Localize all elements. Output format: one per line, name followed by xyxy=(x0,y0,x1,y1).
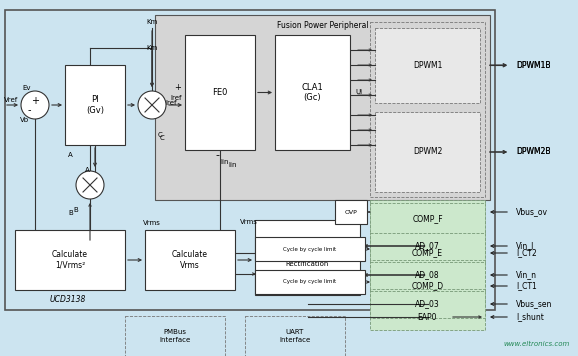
Text: C: C xyxy=(160,135,164,141)
Text: PMBus
Interface: PMBus Interface xyxy=(160,330,191,342)
Bar xyxy=(370,262,485,289)
Bar xyxy=(15,230,125,290)
Text: Calculate
1/Vrms²: Calculate 1/Vrms² xyxy=(52,250,88,270)
Text: Vbus_ov: Vbus_ov xyxy=(516,208,548,216)
Text: Ev: Ev xyxy=(22,85,31,91)
Text: AD_07: AD_07 xyxy=(415,241,440,251)
Text: PI
(Gv): PI (Gv) xyxy=(86,95,104,115)
Text: COMP_F: COMP_F xyxy=(412,215,443,224)
Text: UART
Interface: UART Interface xyxy=(279,330,310,342)
Text: +: + xyxy=(31,96,39,106)
Text: B: B xyxy=(68,210,73,216)
Bar xyxy=(370,271,485,301)
Text: +: + xyxy=(175,83,181,92)
Text: Conditioning
&
Rectification: Conditioning & Rectification xyxy=(286,247,329,267)
Text: Ui: Ui xyxy=(355,89,362,95)
Bar xyxy=(5,10,495,310)
Text: DPWM1B: DPWM1B xyxy=(516,61,550,69)
Text: Iin: Iin xyxy=(220,159,228,165)
Bar xyxy=(370,200,485,305)
Text: -: - xyxy=(215,150,219,160)
Bar xyxy=(155,15,490,200)
Bar xyxy=(255,270,365,294)
Text: FE0: FE0 xyxy=(212,88,228,97)
Text: Iref: Iref xyxy=(170,95,181,101)
Text: Km: Km xyxy=(146,45,158,51)
Bar xyxy=(370,291,485,318)
Text: B: B xyxy=(73,207,79,213)
Text: DPWM1: DPWM1 xyxy=(413,61,442,70)
Text: Km: Km xyxy=(146,19,158,25)
Bar xyxy=(145,230,235,290)
Text: COMP_E: COMP_E xyxy=(412,248,443,257)
Bar xyxy=(185,35,255,150)
Text: I_CT2: I_CT2 xyxy=(516,248,537,257)
Text: A: A xyxy=(84,167,90,173)
Bar xyxy=(335,200,367,224)
Text: Vb: Vb xyxy=(20,117,29,123)
Text: -: - xyxy=(27,105,31,115)
Bar xyxy=(370,22,485,197)
Text: DPWM2B: DPWM2B xyxy=(516,147,550,157)
Bar xyxy=(375,28,480,103)
Text: EAP0: EAP0 xyxy=(418,313,437,322)
Bar xyxy=(275,35,350,150)
Text: Iref: Iref xyxy=(165,100,176,106)
Text: Fusion Power Peripheral: Fusion Power Peripheral xyxy=(277,21,368,30)
Text: Vin_l: Vin_l xyxy=(516,241,535,251)
Bar xyxy=(370,238,485,268)
Text: DPWM1B: DPWM1B xyxy=(516,61,550,70)
Text: Vbus_sen: Vbus_sen xyxy=(516,299,553,309)
Text: Iin: Iin xyxy=(228,162,236,168)
Text: COMP_D: COMP_D xyxy=(412,282,443,290)
Text: Vref: Vref xyxy=(4,97,18,103)
Text: I_CT1: I_CT1 xyxy=(516,282,537,290)
Bar xyxy=(370,233,485,260)
Text: Vrms: Vrms xyxy=(143,220,161,226)
Text: A: A xyxy=(68,152,73,158)
Bar xyxy=(255,220,360,295)
Text: UCD3138: UCD3138 xyxy=(50,295,86,304)
Text: C: C xyxy=(158,132,163,138)
Circle shape xyxy=(76,171,104,199)
Text: CLA1
(Gc): CLA1 (Gc) xyxy=(302,83,323,102)
Bar xyxy=(245,316,345,356)
Text: www.eltronics.com: www.eltronics.com xyxy=(503,341,570,347)
Text: Vrms: Vrms xyxy=(240,219,258,225)
Text: DPWM2B: DPWM2B xyxy=(516,147,550,157)
Bar xyxy=(375,112,480,192)
Text: Cycle by cycle limit: Cycle by cycle limit xyxy=(283,246,336,251)
Bar xyxy=(370,305,485,330)
Text: I_shunt: I_shunt xyxy=(516,313,544,321)
Circle shape xyxy=(138,91,166,119)
Text: AD_08: AD_08 xyxy=(415,271,440,279)
Text: OVP: OVP xyxy=(344,209,357,215)
Text: Cycle by cycle limit: Cycle by cycle limit xyxy=(283,279,336,284)
Text: Calculate
Vrms: Calculate Vrms xyxy=(172,250,208,270)
Circle shape xyxy=(21,91,49,119)
Text: AD_03: AD_03 xyxy=(415,299,440,309)
Bar xyxy=(65,65,125,145)
Text: DPWM2: DPWM2 xyxy=(413,147,442,157)
Text: Vin_n: Vin_n xyxy=(516,271,537,279)
Bar xyxy=(255,237,365,261)
Bar xyxy=(125,316,225,356)
Bar xyxy=(370,203,485,235)
